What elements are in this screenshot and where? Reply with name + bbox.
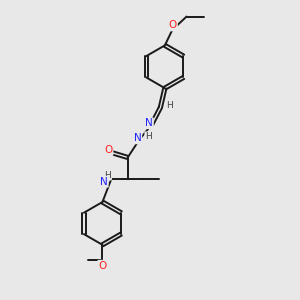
- Text: O: O: [98, 261, 106, 271]
- Text: N: N: [145, 118, 153, 128]
- Text: O: O: [104, 145, 112, 155]
- Text: H: H: [167, 100, 173, 109]
- Text: N: N: [134, 134, 141, 143]
- Text: H: H: [145, 132, 152, 141]
- Text: H: H: [104, 171, 111, 180]
- Text: O: O: [169, 20, 177, 31]
- Text: N: N: [100, 177, 108, 187]
